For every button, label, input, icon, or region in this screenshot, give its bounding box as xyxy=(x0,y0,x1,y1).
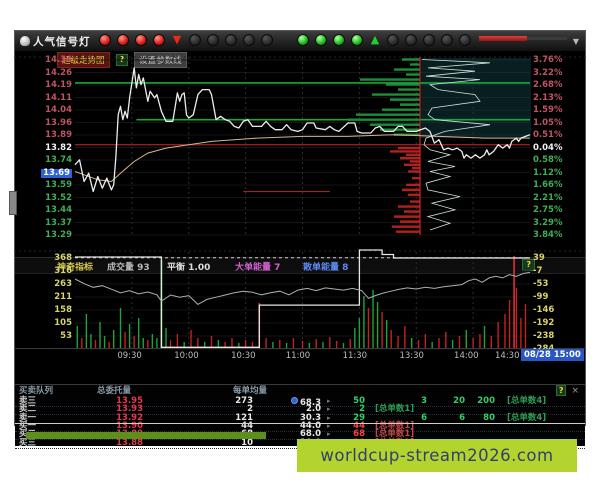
row-side-label: 卖二 xyxy=(19,404,37,415)
signal-light-off xyxy=(225,34,237,46)
row-side-label: 买三 xyxy=(19,437,37,448)
chart-toolbar: 超级走势图 ? 设置参数线 xyxy=(57,52,187,68)
table-corner-icons: ? × xyxy=(555,385,579,396)
signal-light-red xyxy=(99,34,111,46)
order-row-卖二[interactable]: 卖二 13.93 2 2.0 ▸ 2 [总单数1] xyxy=(15,404,585,416)
indicator-help-icon[interactable]: ? xyxy=(522,259,535,271)
row-arrow-icon: ▸ xyxy=(327,421,331,430)
row-volume: 44 xyxy=(241,420,253,431)
queue-value: 80 xyxy=(483,412,495,423)
indicator-volume: 成交量 93 xyxy=(107,263,150,273)
queue-value: 6 xyxy=(459,412,465,423)
queue-value: 50 xyxy=(353,396,365,406)
indicator-small-orders: 散单能量 8 xyxy=(303,263,349,273)
buy-sell-divider xyxy=(15,423,585,424)
signal-light-off xyxy=(207,34,219,46)
row-arrow-icon: ▸ xyxy=(327,413,331,422)
row-side-label: 卖一 xyxy=(19,412,37,423)
row-price: 13.88 xyxy=(116,437,143,448)
signal-light-off xyxy=(423,34,435,46)
queue-total: [总单数4] xyxy=(507,396,547,406)
app-window: 人气信号灯 ▼ ▲ ▼ 超级走势图 ? 设置参数线 神奇指标 成交量 93 平衡 … xyxy=(9,30,586,449)
signal-light-off xyxy=(261,34,273,46)
table-header: 买卖队列 xyxy=(19,386,54,396)
chart-area: 超级走势图 ? 设置参数线 神奇指标 成交量 93 平衡 1.00 大单能量 7… xyxy=(9,51,585,449)
row-volume: 121 xyxy=(235,412,253,423)
signal-light-off xyxy=(387,34,399,46)
signal-lights-row: ▼ ▲ xyxy=(99,34,477,46)
row-volume: 273 xyxy=(235,396,253,406)
row-price: 13.90 xyxy=(116,420,143,431)
queue-value: 44 xyxy=(353,420,365,431)
row-avg: 2.0 xyxy=(305,404,321,415)
row-arrow-icon: ▸ xyxy=(327,430,331,439)
table-header-row: 买卖队列 总委托量 每单均量 xyxy=(15,387,585,396)
green-up-arrow-icon: ▲ xyxy=(370,33,380,46)
row-avg: 44.0 xyxy=(300,420,321,431)
left-row-handle[interactable] xyxy=(9,191,17,215)
help-icon[interactable]: ? xyxy=(115,54,129,66)
queue-total: [总单数1] xyxy=(375,404,415,415)
row-arrow-icon: ▸ xyxy=(327,405,331,414)
blue-dot-icon xyxy=(291,397,299,404)
row-side-label: 买一 xyxy=(19,420,37,431)
queue-total: [总单数1] xyxy=(375,420,415,431)
watermark-text: worldcup-stream2026.com xyxy=(320,446,554,465)
signal-lamp-icon xyxy=(20,36,30,46)
queue-total: [总单数1] xyxy=(375,429,415,440)
table-help-icon[interactable]: ? xyxy=(555,385,567,396)
queue-total: [总单数4] xyxy=(507,412,547,423)
signal-light-green xyxy=(333,34,345,46)
signal-light-red xyxy=(135,34,147,46)
signal-light-off xyxy=(405,34,417,46)
row-avg: 30.3 xyxy=(300,412,321,423)
signal-light-green xyxy=(315,34,327,46)
banner-top-strip xyxy=(26,432,266,439)
titlebar-right: ▼ xyxy=(479,33,579,49)
indicator-name[interactable]: 神奇指标 xyxy=(57,263,94,273)
indicator-big-orders: 大单能量 7 xyxy=(235,263,281,273)
row-price: 13.93 xyxy=(116,404,143,415)
window-title: 人气信号灯 xyxy=(33,35,91,48)
order-row-买一[interactable]: 买一 13.90 44 44.0 ▸ 44 [总单数1] xyxy=(15,420,585,432)
row-volume: 2 xyxy=(247,404,253,415)
queue-value: 3 xyxy=(421,396,427,406)
row-price: 13.92 xyxy=(116,412,143,423)
signal-light-off xyxy=(441,34,453,46)
set-param-button[interactable]: 设置参数线 xyxy=(134,52,187,68)
row-price: 13.95 xyxy=(116,396,143,406)
queue-value: 29 xyxy=(353,412,365,423)
signal-light-green xyxy=(351,34,363,46)
signal-light-off xyxy=(243,34,255,46)
watermark-banner[interactable]: worldcup-stream2026.com xyxy=(297,439,577,472)
row-volume: 10 xyxy=(241,437,253,448)
signal-light-red xyxy=(153,34,165,46)
mini-red-bar xyxy=(479,36,527,41)
queue-value: 20 xyxy=(453,396,465,406)
signal-light-red xyxy=(117,34,129,46)
table-header: 总委托量 xyxy=(97,386,132,396)
dropdown-caret-icon[interactable]: ▼ xyxy=(572,37,579,46)
row-arrow-icon: ▸ xyxy=(327,397,331,405)
table-header: 每单均量 xyxy=(233,386,268,396)
table-close-icon[interactable]: × xyxy=(571,386,579,396)
order-row-卖三[interactable]: 卖三 13.95 273 68.3 ▸ 50 3 20 200 [总单数4] xyxy=(15,396,585,408)
mini-track-bar xyxy=(527,37,567,40)
signal-light-green xyxy=(297,34,309,46)
red-down-arrow-icon: ▼ xyxy=(172,33,182,46)
tab-super-trend[interactable]: 超级走势图 xyxy=(57,52,110,68)
signal-light-off xyxy=(189,34,201,46)
titlebar[interactable]: 人气信号灯 ▼ ▲ ▼ xyxy=(15,31,585,51)
indicator-header: 神奇指标 成交量 93 平衡 1.00 大单能量 7 散单能量 8 ? xyxy=(15,257,585,274)
row-avg: 68.3 xyxy=(265,397,321,408)
row-side-label: 卖三 xyxy=(19,396,37,406)
queue-value: 68 xyxy=(353,429,365,440)
queue-value: 200 xyxy=(477,396,495,406)
queue-value: 2 xyxy=(359,404,365,415)
signal-light-off xyxy=(459,34,471,46)
indicator-balance: 平衡 1.00 xyxy=(167,263,211,273)
queue-value: 6 xyxy=(421,412,427,423)
row-avg: 68.0 xyxy=(300,429,321,440)
